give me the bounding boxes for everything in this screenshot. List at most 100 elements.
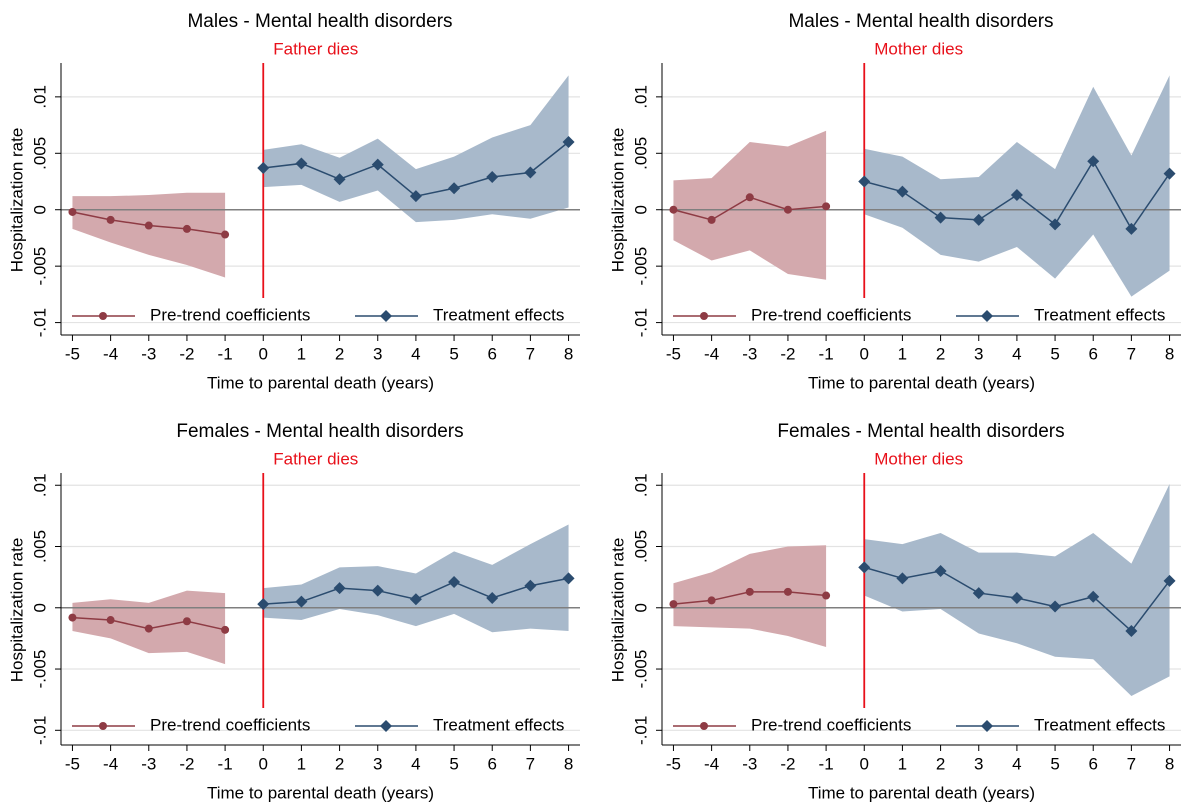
- marker: [99, 722, 107, 730]
- marker: [1087, 155, 1100, 168]
- x-tick-label: 7: [1127, 344, 1136, 363]
- x-tick-label: -2: [780, 344, 795, 363]
- y-axis-label: Hospitalization rate: [608, 538, 627, 683]
- marker: [144, 221, 153, 230]
- x-tick-label: 3: [373, 344, 382, 363]
- marker: [448, 182, 461, 195]
- marker: [257, 161, 270, 174]
- panel: Males - Mental health disorders -.01 -.005…: [7, 11, 580, 392]
- legend-label: Treatment effects: [1034, 305, 1165, 324]
- y-tick-label: .005: [30, 530, 49, 563]
- chart-title: Males - Mental health disorders: [187, 11, 452, 32]
- x-tick-label: 1: [898, 344, 907, 363]
- x-tick-label: -1: [218, 344, 233, 363]
- marker: [707, 596, 716, 605]
- marker: [106, 616, 115, 625]
- marker: [333, 173, 346, 186]
- marker: [981, 310, 993, 322]
- marker: [1010, 189, 1023, 202]
- panel: Males - Mental health disorders -.01 -.005…: [608, 11, 1181, 392]
- marker: [700, 312, 708, 320]
- marker: [106, 215, 115, 224]
- marker: [144, 624, 153, 633]
- marker: [182, 617, 191, 626]
- x-tick-label: 8: [1165, 754, 1174, 773]
- confidence-band: [673, 545, 827, 647]
- x-tick-label: 1: [898, 754, 907, 773]
- marker: [1163, 167, 1176, 180]
- marker: [1049, 600, 1062, 613]
- y-axis-label: Hospitalization rate: [7, 128, 26, 273]
- confidence-band: [864, 484, 1170, 696]
- x-tick-label: 3: [373, 754, 382, 773]
- y-tick-label: .01: [30, 85, 49, 109]
- marker: [858, 175, 871, 188]
- x-tick-label: 5: [449, 754, 458, 773]
- y-axis-label: Hospitalization rate: [608, 128, 627, 273]
- x-tick-label: -3: [742, 344, 757, 363]
- marker: [783, 587, 792, 596]
- y-tick-label: -.005: [631, 247, 650, 286]
- marker: [783, 205, 792, 214]
- x-tick-label: 4: [411, 344, 420, 363]
- y-tick-label: -.01: [631, 716, 650, 745]
- y-tick-label: .005: [631, 137, 650, 170]
- x-tick-label: 2: [936, 754, 945, 773]
- y-tick-label: -.005: [631, 650, 650, 689]
- marker: [409, 593, 422, 606]
- x-tick-label: 4: [1012, 344, 1021, 363]
- y-tick-label: .01: [631, 473, 650, 497]
- x-tick-label: 2: [335, 754, 344, 773]
- legend-label: Treatment effects: [433, 305, 564, 324]
- marker: [409, 190, 422, 203]
- annotation: Mother dies: [874, 39, 963, 58]
- legend-label: Pre-trend coefficients: [150, 715, 310, 734]
- x-tick-label: 8: [564, 344, 573, 363]
- x-tick-label: 2: [335, 344, 344, 363]
- x-tick-label: 1: [297, 344, 306, 363]
- x-tick-label: 4: [411, 754, 420, 773]
- x-tick-label: -4: [704, 344, 719, 363]
- x-tick-label: 6: [1088, 344, 1097, 363]
- marker: [669, 600, 678, 609]
- marker: [972, 213, 985, 226]
- annotation: Father dies: [273, 39, 358, 58]
- marker: [486, 170, 499, 183]
- x-tick-label: -4: [103, 754, 118, 773]
- x-tick-label: 6: [1088, 754, 1097, 773]
- marker: [700, 722, 708, 730]
- marker: [371, 584, 384, 597]
- x-tick-label: -1: [218, 754, 233, 773]
- annotation: Mother dies: [874, 449, 963, 468]
- y-tick-label: .005: [631, 530, 650, 563]
- marker: [1125, 222, 1138, 235]
- y-tick-label: -.005: [30, 650, 49, 689]
- x-tick-label: 6: [487, 344, 496, 363]
- x-axis-label: Time to parental death (years): [808, 783, 1035, 802]
- x-tick-label: -5: [65, 754, 80, 773]
- marker: [524, 166, 537, 179]
- legend-label: Pre-trend coefficients: [751, 715, 911, 734]
- marker: [295, 595, 308, 608]
- marker: [896, 572, 909, 585]
- x-tick-label: 6: [487, 754, 496, 773]
- y-tick-label: .01: [631, 85, 650, 109]
- marker: [371, 158, 384, 171]
- marker: [524, 579, 537, 592]
- x-tick-label: -5: [666, 754, 681, 773]
- legend-label: Pre-trend coefficients: [150, 305, 310, 324]
- marker: [221, 230, 230, 239]
- marker: [822, 591, 831, 600]
- marker: [221, 625, 230, 634]
- x-tick-label: 7: [1127, 754, 1136, 773]
- confidence-band: [72, 192, 226, 278]
- y-tick-label: -.005: [30, 247, 49, 286]
- x-tick-label: -4: [103, 344, 118, 363]
- marker: [745, 587, 754, 596]
- x-tick-label: -4: [704, 754, 719, 773]
- y-tick-label: 0: [30, 205, 49, 214]
- x-tick-label: -2: [179, 754, 194, 773]
- marker: [972, 587, 985, 600]
- marker: [68, 613, 77, 622]
